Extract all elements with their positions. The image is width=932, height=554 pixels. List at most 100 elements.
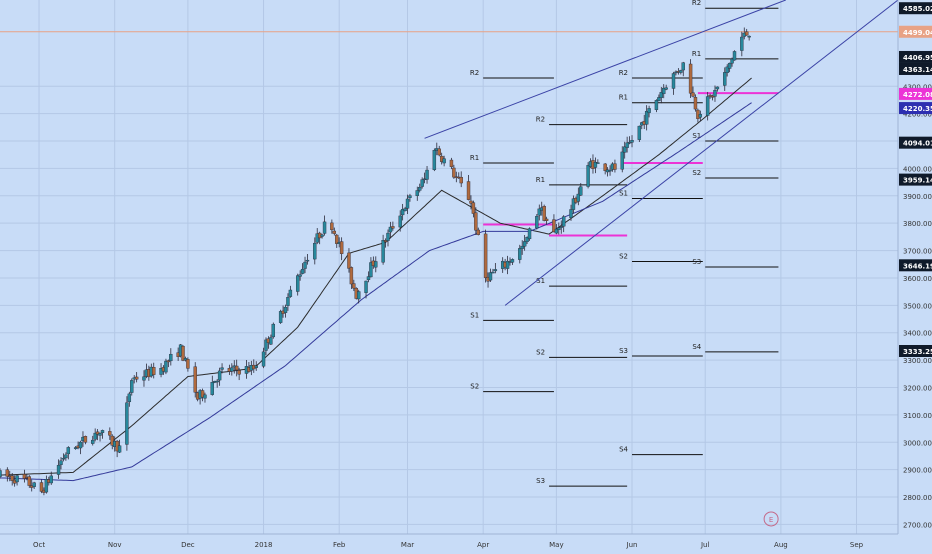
candle — [374, 256, 378, 273]
candle-body — [552, 219, 556, 233]
candle — [364, 280, 368, 299]
pivot-level-label: S2 — [536, 348, 545, 356]
candle-body — [203, 394, 207, 399]
candle-body — [745, 31, 749, 36]
candle — [608, 165, 612, 176]
candle — [5, 467, 10, 482]
price-badge-label: 3333.25 — [903, 348, 932, 356]
candle — [347, 248, 351, 273]
pivot-level-label: R1 — [536, 176, 545, 184]
candle-body — [235, 365, 239, 371]
candle — [0, 468, 2, 479]
x-tick-label: Jun — [626, 541, 638, 549]
y-tick-label: 2900.00 — [903, 467, 932, 475]
price-badge-bg — [899, 102, 932, 115]
candle-body — [561, 216, 566, 227]
candle-body — [332, 230, 337, 234]
candle-body — [286, 297, 290, 306]
candle — [442, 155, 446, 167]
candle — [483, 229, 488, 283]
candle-body — [83, 436, 88, 443]
candle — [671, 71, 676, 95]
candle — [493, 263, 498, 274]
candle-body — [659, 92, 663, 98]
candle-body — [269, 337, 273, 345]
candle-body — [622, 146, 627, 153]
candle — [474, 207, 478, 235]
price-badge-label: 4363.14 — [903, 66, 932, 74]
pivot-level-label: S1 — [470, 311, 479, 319]
candle — [27, 475, 31, 488]
earnings-marker[interactable] — [763, 511, 779, 527]
candle-body — [186, 359, 190, 369]
candle-body — [347, 252, 351, 269]
pivot-layer: R2 R1 S1 S2 R2 R1 S1 S2 S3 R2 R1 S1 S2 S3 S4 R2 R1 S1 S2 S3… — [470, 0, 779, 487]
candle — [66, 446, 71, 460]
candle-body — [603, 163, 607, 171]
candle-body — [108, 431, 112, 436]
candle-body — [398, 215, 402, 228]
candle — [330, 219, 334, 234]
y-tick-label: 3700.00 — [903, 248, 932, 256]
candle-body — [0, 470, 2, 477]
candle-body — [425, 169, 429, 180]
candle-body — [491, 271, 495, 274]
candle — [286, 293, 290, 311]
candle-body — [627, 141, 632, 144]
candle-body — [537, 208, 541, 216]
candle-body — [571, 198, 576, 210]
candle — [510, 258, 515, 265]
candle-body — [335, 234, 339, 244]
candle — [710, 94, 715, 101]
candle — [476, 227, 480, 236]
candle-body — [300, 268, 305, 274]
candle — [22, 469, 27, 483]
pivot-level-label: S3 — [536, 477, 545, 485]
candle — [73, 446, 78, 450]
candle-body — [518, 248, 522, 260]
candle-body — [10, 475, 14, 481]
candle-body — [644, 111, 649, 125]
pivot-level-label: S2 — [619, 253, 628, 261]
candle-body — [442, 158, 446, 164]
candle — [335, 233, 339, 248]
candle-body — [39, 482, 44, 492]
candle-body — [296, 275, 300, 292]
candle-layer — [0, 27, 751, 496]
candle — [723, 67, 727, 91]
candle-body — [278, 311, 283, 323]
candle — [152, 362, 156, 379]
channel-upper-line — [424, 0, 786, 139]
candle — [569, 204, 573, 221]
price-badge: 3333.25 — [899, 345, 932, 358]
candle — [727, 62, 732, 73]
candle-body — [288, 289, 293, 297]
candle — [339, 237, 344, 261]
candle — [320, 233, 324, 239]
pivot-level-label: S1 — [619, 190, 628, 198]
candle-body — [322, 221, 327, 234]
candle-body — [688, 63, 693, 94]
pivot-level-label: S1 — [536, 277, 545, 285]
candle-body — [493, 269, 498, 272]
candle — [745, 28, 749, 36]
candle-body — [420, 179, 424, 187]
y-tick-label: 3100.00 — [903, 412, 932, 420]
candle — [505, 255, 510, 275]
candle-body — [61, 457, 66, 460]
candle — [357, 289, 361, 304]
price-badge: 3646.19 — [899, 259, 932, 272]
candle-body — [5, 469, 10, 477]
candle — [449, 157, 454, 170]
candle — [452, 164, 456, 179]
price-badge-label: 4094.01 — [903, 140, 932, 148]
candle — [349, 266, 354, 289]
candle — [625, 136, 629, 153]
candle — [488, 268, 493, 282]
candle — [459, 171, 463, 188]
candle — [15, 474, 19, 486]
candle-body — [579, 186, 583, 196]
